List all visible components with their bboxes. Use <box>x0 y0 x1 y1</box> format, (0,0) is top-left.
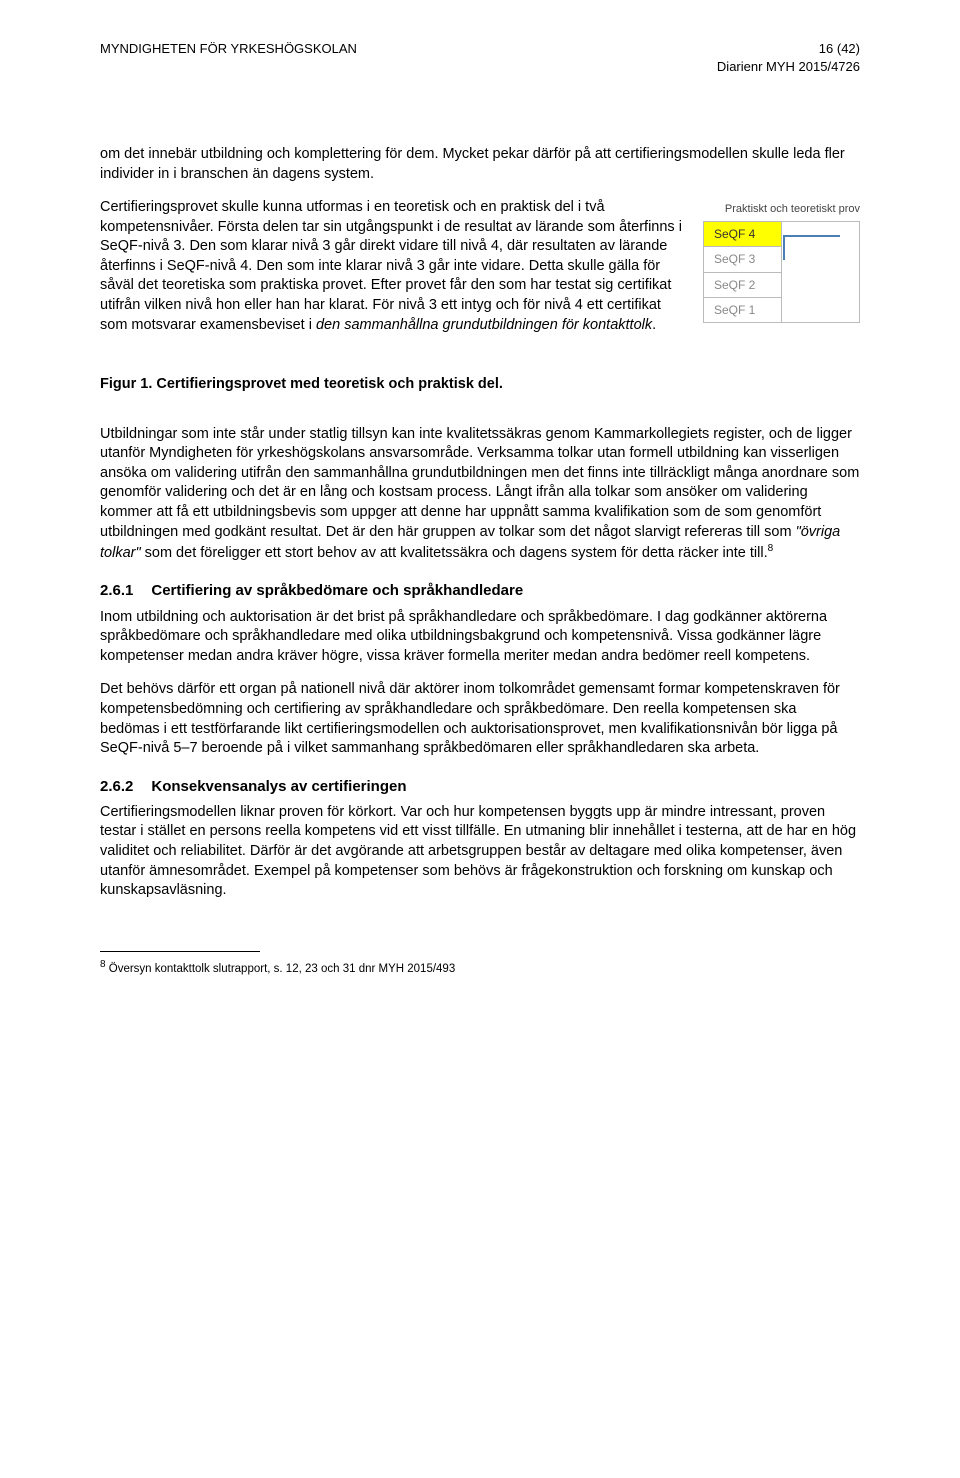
footnote-8: 8 Översyn kontakttolk slutrapport, s. 12… <box>100 958 860 977</box>
heading-2-6-2: 2.6.2 Konsekvensanalys av certifieringen <box>100 777 860 797</box>
intro-paragraph: om det innebär utbildning och kompletter… <box>100 145 860 184</box>
para-2-6-2: Certifieringsmodellen liknar proven för … <box>100 803 860 901</box>
cert-test-text-c: . <box>652 317 656 333</box>
chart-step-cell <box>782 222 860 323</box>
page-header: MYNDIGHETEN FÖR YRKESHÖGSKOLAN 16 (42) D… <box>100 40 860 75</box>
header-diarie: Diarienr MYH 2015/4726 <box>717 58 860 76</box>
quality-paragraph: Utbildningar som inte står under statlig… <box>100 425 860 564</box>
cert-test-text-italic: den sammanhållna grundutbildningen för k… <box>316 317 652 333</box>
heading-2-6-2-title: Konsekvensanalys av certifieringen <box>151 778 406 795</box>
figure-caption: Figur 1. Certifieringsprovet med teoreti… <box>100 375 860 395</box>
para-2-6-1-a: Inom utbildning och auktorisation är det… <box>100 608 860 667</box>
header-agency: MYNDIGHETEN FÖR YRKESHÖGSKOLAN <box>100 40 357 75</box>
chart-legend-text: Praktiskt och teoretiskt prov <box>725 203 860 215</box>
heading-2-6-2-num: 2.6.2 <box>100 777 133 797</box>
chart-row-seqf4: SeQF 4 <box>704 222 782 247</box>
footnote-8-text: Översyn kontakttolk slutrapport, s. 12, … <box>106 963 456 975</box>
cert-test-text-a: Certifieringsprovet skulle kunna utforma… <box>100 199 682 332</box>
step-line-icon <box>782 222 842 318</box>
chart-row-seqf1: SeQF 1 <box>704 297 782 322</box>
heading-2-6-1-title: Certifiering av språkbedömare och språkh… <box>151 582 523 599</box>
chart-row-seqf3: SeQF 3 <box>704 247 782 272</box>
chart-row-seqf2: SeQF 2 <box>704 272 782 297</box>
seqf-chart: Praktiskt och teoretiskt prov SeQF 4 SeQ… <box>703 202 860 323</box>
chart-table: SeQF 4 SeQF 3 SeQF 2 SeQF 1 <box>703 221 860 323</box>
footnote-separator <box>100 951 260 952</box>
heading-2-6-1: 2.6.1 Certifiering av språkbedömare och s… <box>100 581 860 601</box>
chart-legend: Praktiskt och teoretiskt prov <box>703 202 860 217</box>
quality-text-c: som det föreligger ett stort behov av at… <box>141 545 768 561</box>
body: om det innebär utbildning och kompletter… <box>100 145 860 977</box>
footnote-ref-8: 8 <box>768 543 774 554</box>
para-2-6-1-b: Det behövs därför ett organ på nationell… <box>100 680 860 758</box>
heading-2-6-1-num: 2.6.1 <box>100 581 133 601</box>
quality-text-a: Utbildningar som inte står under statlig… <box>100 426 859 540</box>
header-right: 16 (42) Diarienr MYH 2015/4726 <box>717 40 860 75</box>
header-page-number: 16 (42) <box>717 40 860 58</box>
